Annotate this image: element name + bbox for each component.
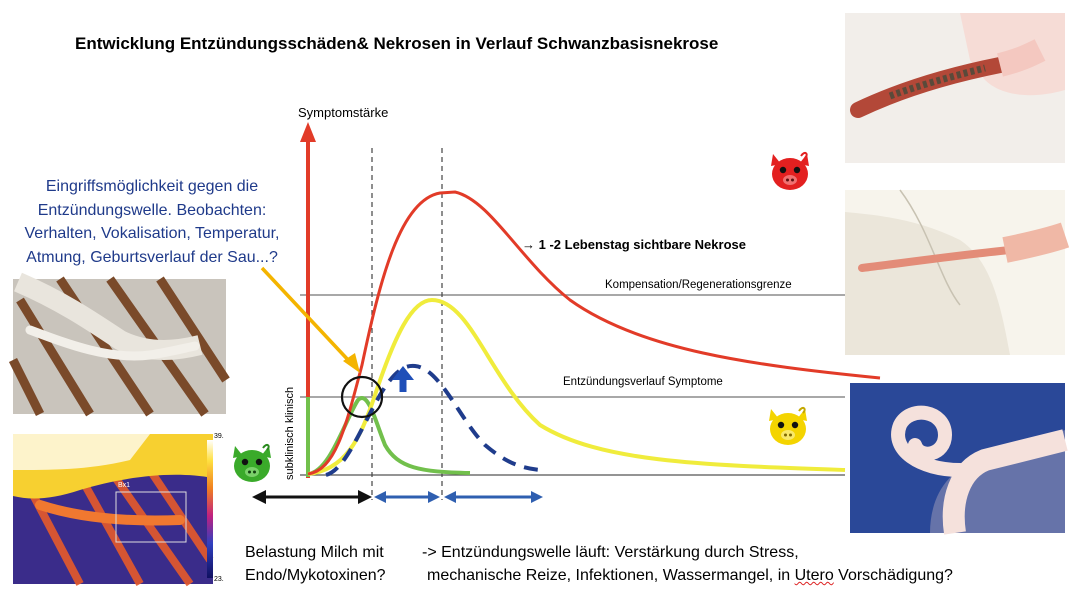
- phase-arrow-blue-1-left-head: [374, 491, 386, 503]
- phase-arrow-blue-2-left-head: [444, 491, 456, 503]
- phase-arrow-blue-1-right-head: [428, 491, 440, 503]
- blue-dashed-curve: [325, 363, 541, 477]
- bottom-left-text: Belastung Milch mit Endo/Mykotoxinen?: [245, 541, 386, 587]
- increase-arrowhead: [392, 366, 414, 380]
- y-axis-label: Symptomstärke: [298, 105, 389, 120]
- green-pig-icon: [227, 440, 277, 491]
- bottom-left-line-1: Belastung Milch mit: [245, 544, 384, 561]
- thermal-scale-max: 39.: [214, 433, 224, 440]
- intervention-circle: [340, 375, 384, 419]
- necrosis-annotation: → 1 -2 Lebenstag sichtbare Nekrose: [522, 237, 746, 252]
- page-title: Entwicklung Entzündungsschäden& Nekrosen…: [75, 34, 719, 53]
- necrotic-tail-photo: [845, 13, 1065, 163]
- bottom-right-line-2-pre: mechanische Reize, Infektionen, Wasserma…: [427, 567, 795, 584]
- bottom-right-text: -> Entzündungswelle läuft: Verstärkung d…: [422, 541, 953, 587]
- yellow-pig-icon: [763, 403, 813, 454]
- callout-line-2: Entzündungswelle. Beobachten:: [37, 201, 267, 219]
- spellcheck-marked-word: Utero: [794, 567, 834, 584]
- healthy-curly-tail-photo: [850, 383, 1068, 535]
- bottom-right-line-1: -> Entzündungswelle läuft: Verstärkung d…: [422, 544, 799, 561]
- callout-line-4: Atmung, Geburtsverlauf der Sau...?: [26, 248, 278, 266]
- y-axis-arrowhead: [300, 122, 316, 142]
- red-curve: [307, 190, 881, 476]
- bottom-right-line-2-post: Vorschädigung?: [833, 567, 953, 584]
- thermal-marker-label: Bx1: [118, 482, 131, 489]
- phase-arrow-blue-2-right-head: [531, 491, 543, 503]
- callout-arrow: [260, 266, 352, 364]
- callout-arrowhead: [343, 353, 360, 373]
- zone-label-clinical: klinisch: [284, 387, 296, 423]
- tail-on-slatted-floor-photo: [8, 272, 230, 417]
- inflammation-annotation: Entzündungsverlauf Symptome: [563, 376, 723, 388]
- intervention-callout: Eingriffsmöglichkeit gegen die Entzündun…: [6, 175, 298, 269]
- thermal-camera-photo: [13, 434, 214, 587]
- zone-label-subclinical: subklinisch: [284, 426, 296, 480]
- thermal-scale-min: 23.: [214, 576, 224, 583]
- green-curve: [307, 396, 471, 476]
- phase-arrow-black-right-head: [358, 490, 372, 504]
- callout-line-1: Eingriffsmöglichkeit gegen die: [45, 178, 259, 195]
- red-pig-icon: [765, 148, 815, 199]
- bottom-right-line-2: mechanische Reize, Infektionen, Wasserma…: [422, 564, 953, 587]
- reddened-tail-photo: [845, 189, 1070, 355]
- compensation-annotation: Kompensation/Regenerationsgrenze: [605, 279, 792, 291]
- phase-arrow-black-left-head: [252, 490, 266, 504]
- bottom-left-line-2: Endo/Mykotoxinen?: [245, 567, 386, 584]
- callout-line-3: Verhalten, Vokalisation, Temperatur,: [24, 225, 280, 242]
